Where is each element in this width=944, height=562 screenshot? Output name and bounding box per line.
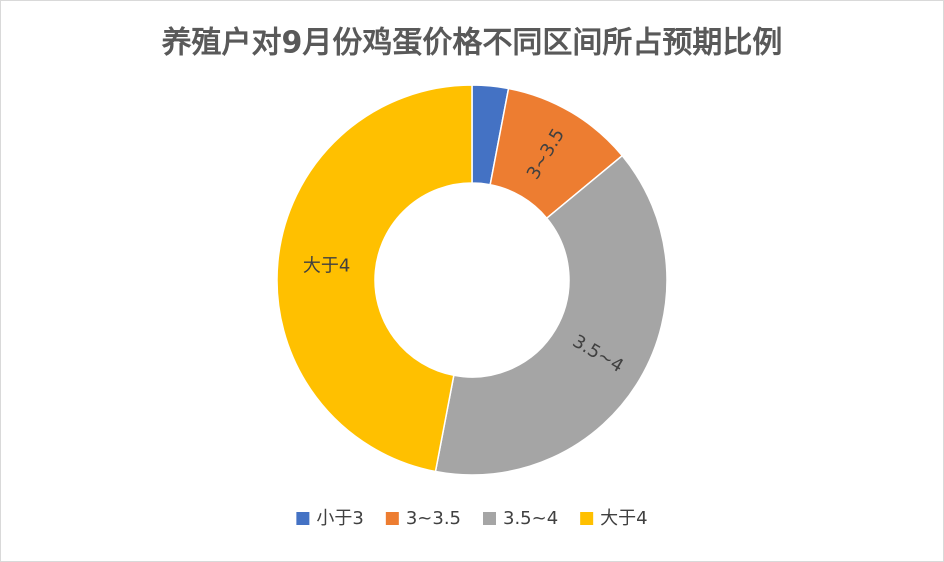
chart-title: 养殖户对9月份鸡蛋价格不同区间所占预期比例 [162,26,783,61]
donut-slice [434,154,668,476]
data-label: 大于4 [303,255,350,276]
legend-label: 小于3 [316,508,363,529]
legend-swatch [483,512,496,525]
legend-label: 3.5~4 [503,508,558,529]
legend-label: 3~3.5 [406,508,461,529]
donut-slice [276,84,473,473]
legend-swatch [296,512,310,525]
legend-swatch [580,512,594,525]
legend-swatch [385,512,399,525]
legend: 小于3 3~3.5 3.5~4 大于4 [296,508,648,529]
legend-label: 大于4 [600,508,647,529]
